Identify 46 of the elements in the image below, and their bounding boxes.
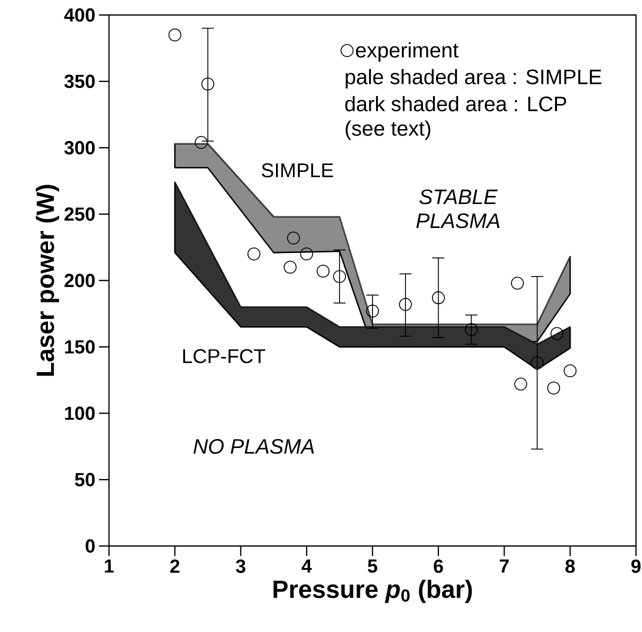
- x-tick-label: 1: [104, 560, 114, 573]
- point: [510, 276, 524, 290]
- y-tick-label: 250: [64, 207, 95, 221]
- point: [287, 232, 300, 244]
- point: [547, 382, 560, 394]
- point: [284, 260, 297, 274]
- annotation: (see text): [346, 120, 430, 140]
- legend-label: experiment: [356, 42, 458, 62]
- point: [464, 323, 478, 336]
- annotation: NO PLASMA: [194, 439, 314, 454]
- y-tick-label: 150: [65, 340, 95, 354]
- y-tick-label: 100: [65, 406, 95, 420]
- x-tick-label: 9: [631, 560, 641, 573]
- point: [300, 247, 314, 260]
- y-tick-label: 300: [64, 141, 95, 154]
- point: [432, 291, 445, 304]
- annotation: pale shaded area : SIMPLE: [346, 68, 602, 88]
- x-tick-label: 7: [500, 560, 509, 573]
- series-label: SIMPLE: [262, 163, 334, 178]
- y-axis-title: Laser power (W): [36, 184, 60, 376]
- text: LCP-FCT: [183, 349, 266, 364]
- point: [168, 28, 182, 42]
- point: [247, 247, 260, 260]
- point: [398, 298, 412, 311]
- x-tick-label: 2: [170, 560, 180, 573]
- y-tick-label: 50: [75, 472, 95, 486]
- point: [333, 270, 346, 283]
- x-tick-label: 5: [368, 560, 378, 573]
- y-tick-label: 400: [64, 8, 95, 22]
- y-tick-label: 350: [64, 74, 95, 88]
- x-tick-label: 8: [565, 560, 575, 573]
- x-tick-label: 6: [434, 560, 443, 573]
- x-tick-label: 3: [236, 560, 246, 573]
- y-tick-label: 0: [86, 539, 95, 553]
- point: [316, 264, 330, 278]
- point: [530, 356, 544, 370]
- annotation: STABLE PLASMA: [416, 189, 500, 228]
- y-tick-label: 200: [64, 274, 95, 288]
- x-axis-title: Pressure p$_{0}$ (bar): [274, 580, 472, 604]
- x-tick-label: 4: [302, 560, 312, 573]
- point: [564, 364, 577, 378]
- annotation: dark shaded area : LCP: [345, 96, 566, 112]
- point: [514, 378, 528, 390]
- point: [550, 327, 564, 340]
- point: [201, 78, 214, 90]
- point: [366, 304, 379, 318]
